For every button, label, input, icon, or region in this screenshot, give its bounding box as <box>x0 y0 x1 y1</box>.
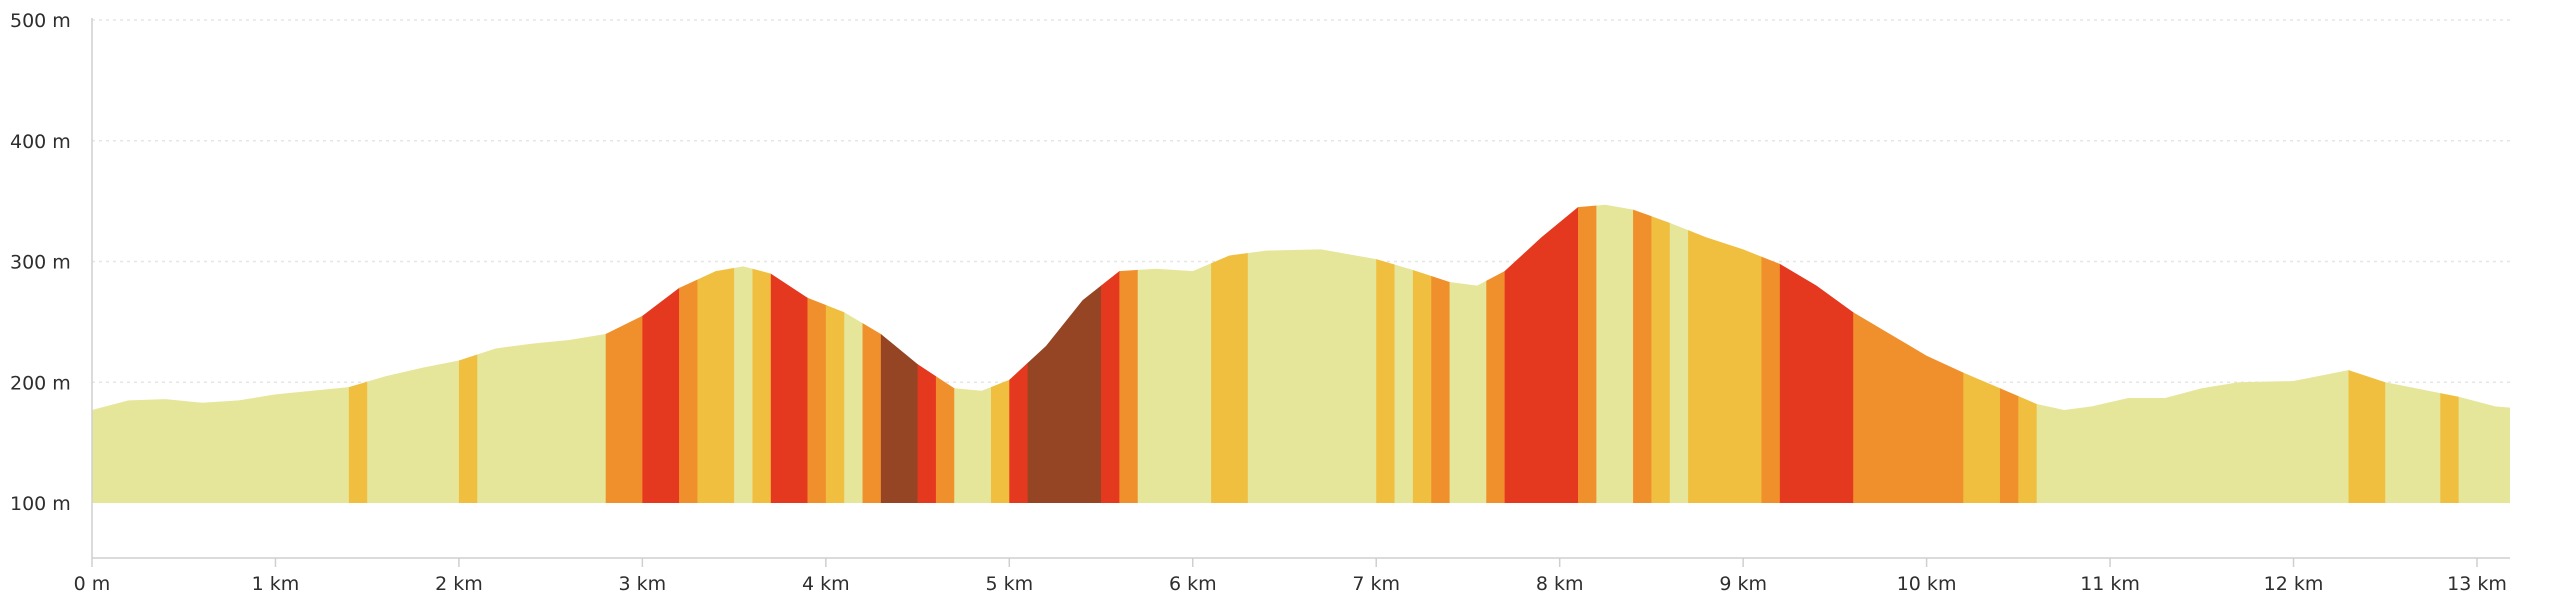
steepness-segment-46 <box>2018 204 2038 503</box>
steepness-segment-20 <box>990 204 1010 503</box>
steepness-segment-39 <box>1669 204 1689 503</box>
x-tick-label: 1 km <box>252 573 300 593</box>
steepness-segment-3 <box>458 204 478 503</box>
steepness-segment-32 <box>1449 204 1487 503</box>
steepness-segment-37 <box>1633 204 1653 503</box>
y-tick-label: 200 m <box>10 372 71 394</box>
steepness-segment-35 <box>1578 204 1597 503</box>
steepness-segment-45 <box>1999 204 2019 503</box>
steepness-segment-36 <box>1596 204 1634 503</box>
x-tick-label: 9 km <box>1719 573 1767 593</box>
x-axis-ticks: 0 m 1 km 2 km 3 km 4 km 5 km 6 km 7 km 8 km 9 km 1… <box>74 558 2507 593</box>
steepness-segment-12 <box>807 204 827 503</box>
x-tick-label: 4 km <box>802 573 850 593</box>
x-tick-label: 5 km <box>985 573 1033 593</box>
y-tick-label: 100 m <box>10 493 71 515</box>
steepness-segments <box>92 204 2510 503</box>
x-tick-label: 3 km <box>619 573 667 593</box>
steepness-segment-31 <box>1431 204 1451 503</box>
steepness-segment-11 <box>770 204 809 503</box>
steepness-segment-38 <box>1651 204 1671 503</box>
steepness-segment-24 <box>1119 204 1139 503</box>
y-tick-label: 400 m <box>10 131 71 153</box>
steepness-segment-40 <box>1688 204 1763 503</box>
y-axis-ticks: 100 m 200 m 300 m 400 m 500 m <box>10 10 71 515</box>
x-tick-label: 11 km <box>2080 573 2140 593</box>
steepness-segment-30 <box>1412 204 1432 503</box>
steepness-segment-26 <box>1211 204 1249 503</box>
steepness-segment-10 <box>752 204 772 503</box>
x-tick-label: 6 km <box>1169 573 1217 593</box>
steepness-segment-29 <box>1394 204 1414 503</box>
steepness-segment-23 <box>1101 204 1120 503</box>
y-tick-label: 500 m <box>10 10 71 32</box>
y-tick-label: 300 m <box>10 252 71 274</box>
axes <box>91 18 2510 559</box>
steepness-segment-9 <box>734 204 754 503</box>
steepness-segment-33 <box>1486 204 1506 503</box>
steepness-segment-18 <box>935 204 955 503</box>
steepness-segment-50 <box>2440 204 2460 503</box>
steepness-segment-19 <box>954 204 992 503</box>
x-tick-label: 2 km <box>435 573 483 593</box>
steepness-segment-41 <box>1761 204 1781 503</box>
x-tick-label: 13 km <box>2447 573 2507 593</box>
x-tick-label: 0 m <box>74 573 111 593</box>
steepness-segment-27 <box>1247 204 1377 503</box>
steepness-segment-14 <box>844 204 864 503</box>
elevation-area <box>92 204 2510 503</box>
x-tick-label: 12 km <box>2264 573 2324 593</box>
steepness-segment-34 <box>1504 204 1579 503</box>
steepness-segment-28 <box>1376 204 1396 503</box>
x-tick-label: 8 km <box>1536 573 1584 593</box>
x-tick-label: 10 km <box>1897 573 1957 593</box>
x-tick-label: 7 km <box>1352 573 1400 593</box>
